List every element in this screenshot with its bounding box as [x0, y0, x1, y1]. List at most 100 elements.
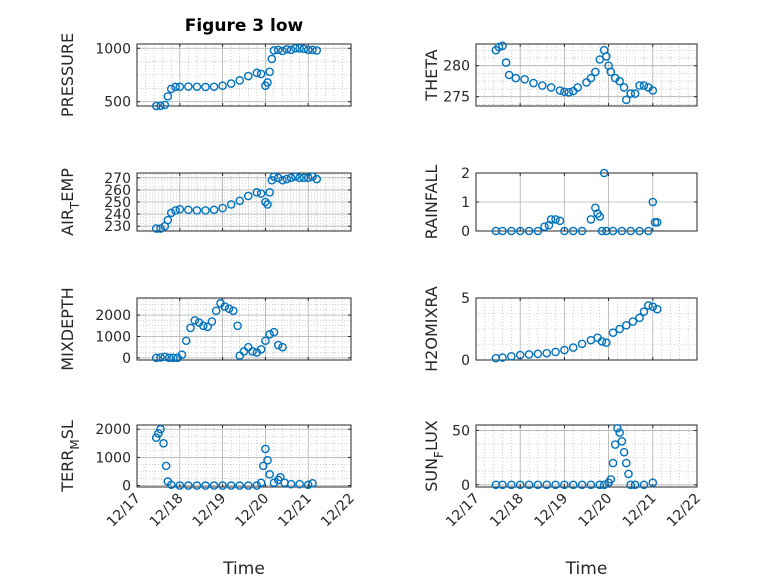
data-point — [226, 200, 236, 209]
data-point — [597, 337, 607, 346]
data-point — [606, 67, 616, 77]
data-point — [175, 82, 185, 92]
data-point — [577, 480, 587, 490]
data-point — [639, 480, 649, 490]
y-label-text: EMP — [58, 168, 77, 202]
data-point — [252, 68, 262, 78]
data-point — [617, 437, 627, 446]
data-point — [261, 336, 270, 346]
x-tick-label: 12/17 — [104, 491, 144, 531]
data-point — [203, 322, 212, 332]
data-point — [252, 188, 262, 197]
y-tick-label: 0 — [461, 224, 470, 240]
data-point — [542, 480, 552, 490]
y-label-text: LUX — [422, 420, 441, 451]
data-point — [628, 317, 638, 326]
data-point — [286, 45, 296, 55]
chart-title: Figure 3 low — [185, 16, 304, 36]
y-label-text: SL — [58, 420, 77, 439]
data-point — [226, 79, 236, 88]
data-point — [303, 45, 313, 55]
data-point — [276, 472, 285, 482]
data-point — [192, 481, 202, 490]
data-point — [639, 307, 649, 316]
data-point — [529, 78, 538, 88]
data-point — [273, 340, 283, 350]
data-point — [560, 345, 569, 355]
data-point — [308, 172, 317, 181]
x-tick-label: 12/19 — [190, 491, 230, 531]
data-point — [568, 226, 578, 236]
data-point — [606, 475, 616, 484]
data-point — [151, 353, 161, 363]
data-point — [498, 41, 507, 51]
data-point — [164, 353, 174, 363]
data-point — [273, 45, 283, 55]
data-point — [652, 217, 662, 227]
data-point — [610, 440, 620, 449]
data-point — [154, 429, 163, 438]
data-point — [573, 83, 582, 92]
data-point — [582, 78, 591, 87]
data-point — [648, 478, 658, 487]
data-point — [615, 428, 624, 437]
data-point — [171, 206, 180, 215]
data-point — [560, 480, 569, 490]
data-point — [308, 479, 317, 488]
data-point — [648, 197, 658, 207]
x-tick-label: 12/20 — [576, 491, 616, 531]
data-point — [295, 173, 304, 183]
data-point — [538, 81, 547, 90]
y-axis-label: TERRMSL — [58, 420, 82, 493]
y-tick-label: 2 — [461, 166, 470, 182]
data-point — [291, 172, 300, 181]
y-tick-label: 260 — [104, 183, 131, 199]
data-point — [595, 55, 605, 64]
data-point — [166, 480, 176, 490]
data-point — [515, 226, 525, 236]
data-point — [224, 304, 234, 313]
y-tick-label: 0 — [461, 478, 470, 494]
data-point — [186, 323, 195, 333]
data-point — [635, 313, 644, 323]
data-point — [199, 321, 208, 331]
data-point — [156, 224, 165, 233]
x-tick-label: 12/18 — [147, 491, 187, 531]
y-tick-label: 1000 — [95, 41, 131, 57]
data-point — [498, 480, 507, 490]
data-point — [652, 304, 662, 314]
x-tick-label: 12/22 — [318, 491, 358, 531]
data-point — [263, 78, 272, 87]
data-point — [303, 480, 313, 490]
y-label-subscript: T — [68, 201, 82, 210]
data-point — [233, 321, 242, 331]
data-point — [299, 173, 309, 183]
data-point — [551, 480, 560, 490]
data-point — [235, 481, 245, 490]
data-point — [278, 342, 287, 352]
data-point — [265, 67, 274, 77]
x-tick-label: 12/22 — [664, 491, 704, 531]
y-tick-label: 0 — [461, 353, 470, 369]
subplot-1: 500 1000 PRESSURE — [58, 33, 352, 117]
x-tick-label: 12/17 — [443, 491, 483, 531]
y-label-subscript: F — [432, 451, 446, 458]
data-point — [267, 54, 277, 64]
data-point — [256, 345, 266, 354]
data-point — [615, 76, 624, 86]
data-point — [507, 351, 516, 361]
data-point — [218, 81, 227, 90]
y-tick-label: 50 — [452, 423, 470, 439]
data-point — [159, 439, 168, 448]
y-label-text: MIXDEPTH — [58, 287, 77, 370]
data-point — [621, 320, 631, 330]
data-point — [597, 226, 607, 236]
data-point — [258, 461, 268, 471]
data-point — [608, 226, 618, 236]
data-point — [243, 71, 253, 81]
data-point — [312, 174, 322, 184]
y-tick-label: 1 — [461, 195, 470, 211]
data-point — [161, 461, 171, 471]
